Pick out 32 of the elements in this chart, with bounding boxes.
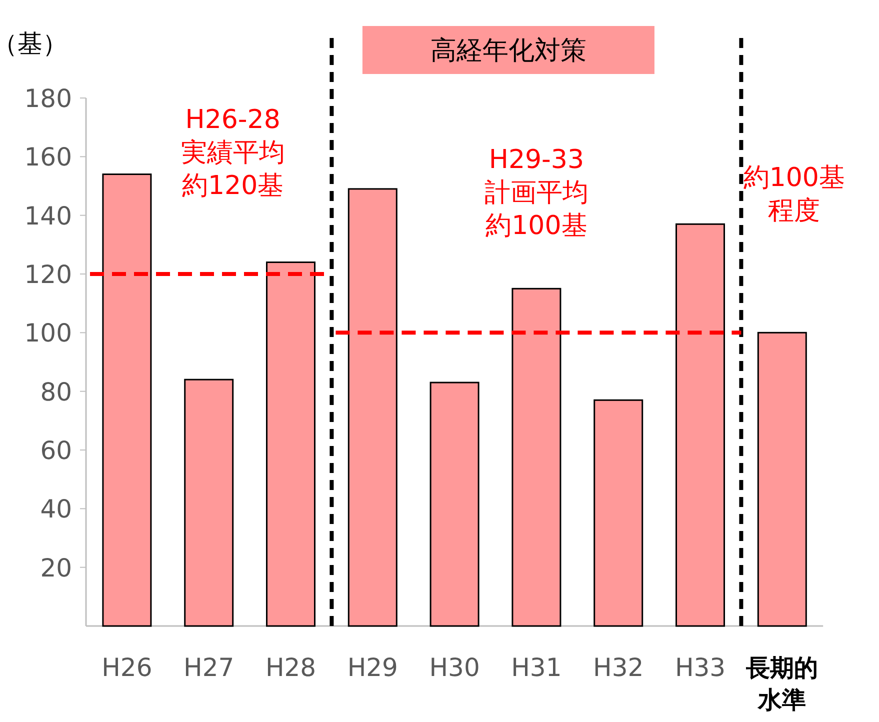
y-tick-label: 100 [24, 318, 72, 348]
bar [512, 288, 562, 627]
bar [757, 332, 807, 627]
bar [348, 188, 398, 627]
x-tick-label: H26 [102, 653, 152, 682]
y-tick-label: 60 [40, 436, 72, 465]
y-tick-label: 40 [40, 494, 72, 524]
x-tick-label: H28 [265, 653, 316, 682]
y-tick-label: 140 [24, 201, 72, 230]
y-axis-title: （基） [0, 29, 68, 58]
y-tick-label: 20 [40, 553, 72, 582]
y-tick-label: 80 [40, 377, 72, 406]
bar [430, 382, 480, 627]
x-tick-label: 長期的水準 [745, 654, 818, 714]
annotation: 約100基程度 [743, 163, 845, 226]
x-tick-label: H31 [511, 653, 562, 682]
y-tick-label: 160 [24, 142, 72, 172]
ref-line-label: H26-28 実績平均約120基 [180, 105, 285, 201]
ref-line-label: H29-33 計画平均約100基 [484, 145, 588, 241]
bar [102, 174, 152, 627]
x-tick-label: H29 [347, 653, 398, 682]
bar [676, 223, 725, 627]
chart-title: 高経年化対策 [430, 36, 586, 66]
bar [594, 399, 644, 627]
y-tick-label: 180 [24, 84, 72, 113]
x-tick-label: H30 [429, 653, 480, 682]
x-tick-label: H32 [593, 653, 644, 682]
bar [266, 262, 316, 627]
bar [184, 378, 234, 627]
x-tick-label: H33 [674, 653, 726, 682]
x-tick-label: H27 [184, 653, 234, 682]
y-tick-label: 120 [24, 260, 72, 289]
